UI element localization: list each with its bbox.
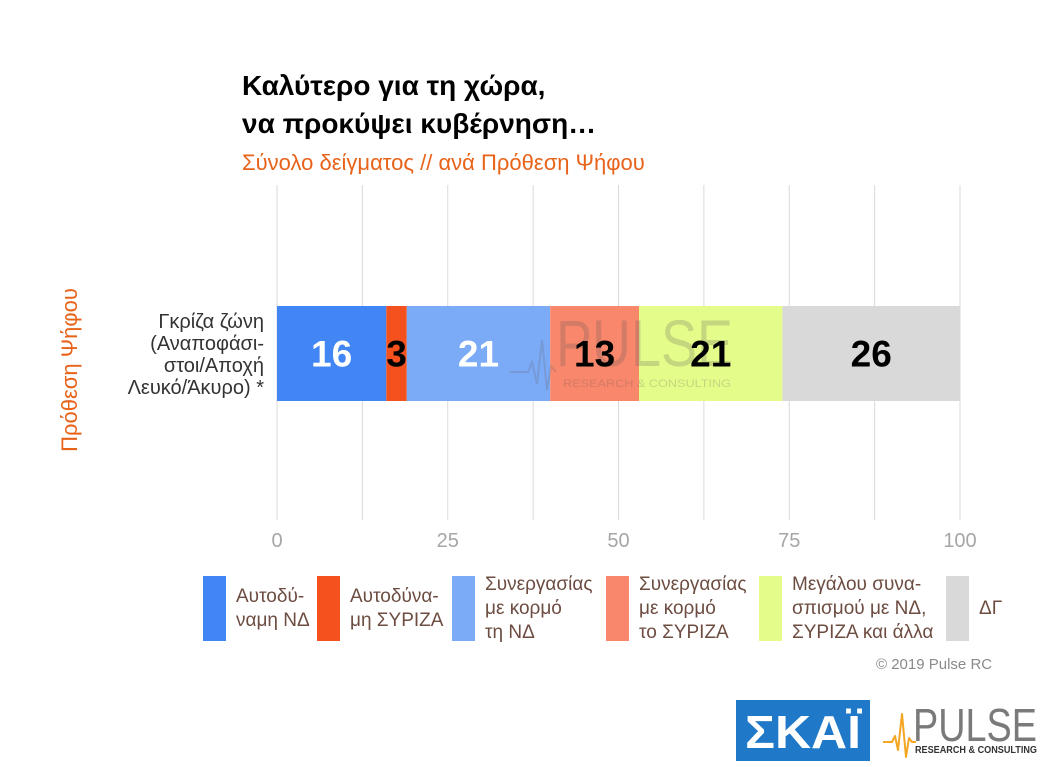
bar-layer <box>277 306 960 401</box>
category-label-line: στοι/Αποχή <box>163 355 264 377</box>
legend-label-line: σπισμού με ΝΔ, <box>792 597 927 619</box>
legend-label-line: ΣΥΡΙΖΑ και άλλα <box>792 621 934 643</box>
chart-title-line: Καλύτερο για τη χώρα, <box>242 70 546 101</box>
bar-segment <box>277 306 387 401</box>
x-tick-label: 50 <box>607 530 629 552</box>
legend-swatch <box>606 576 629 641</box>
skai-logo: ΣΚΑΪ <box>736 700 870 761</box>
data-label: 21 <box>458 334 499 375</box>
legend-swatch <box>317 576 340 641</box>
legend-label: Αυτοδύνα- μη ΣΥΡΙΖΑ <box>350 585 443 633</box>
legend-label: Συνεργασίας με κορμό τη ΝΔ <box>485 573 593 645</box>
chart-subtitle: Σύνολο δείγματος // ανά Πρόθεση Ψήφου <box>242 150 645 175</box>
chart-title-line: να προκύψει κυβέρνηση… <box>242 108 597 139</box>
category-label-line: Γκρίζα ζώνη <box>158 311 264 333</box>
legend-label-line: Συνεργασίας <box>485 573 593 595</box>
x-tick-label: 0 <box>271 530 282 552</box>
legend-label-line: Αυτοδύ- <box>236 585 305 607</box>
pulse-logo-tagline: RESEARCH & CONSULTING <box>915 745 1037 756</box>
x-tick-label: 75 <box>778 530 800 552</box>
pulse-logo-name: PULSE <box>913 700 1037 751</box>
legend-label-line: με κορμό <box>639 597 716 619</box>
legend-label-line: το ΣΥΡΙΖΑ <box>639 621 729 643</box>
legend-label-line: τη ΝΔ <box>485 621 535 643</box>
legend-label: ΔΓ <box>979 597 1002 621</box>
category-label-line: (Αναποφάσι- <box>150 333 264 355</box>
data-label: 21 <box>690 334 731 375</box>
legend-label: Μεγάλου συνα- σπισμού με ΝΔ, ΣΥΡΙΖΑ και … <box>792 573 933 645</box>
category-label-line: Λευκό/Άκυρο) * <box>127 377 264 399</box>
legend-label-line: Μεγάλου συνα- <box>792 573 922 595</box>
legend-item-synergasia-syriza: Συνεργασίας με κορμό το ΣΥΡΙΖΑ <box>606 574 747 643</box>
legend-label-line: Αυτοδύνα- <box>350 585 439 607</box>
watermark-name: PULSE <box>556 306 733 380</box>
pulse-watermark: PULSE RESEARCH & CONSULTING <box>510 306 733 391</box>
copyright-notice: © 2019 Pulse RC <box>876 656 993 673</box>
legend-item-dg: ΔΓ <box>946 576 1002 641</box>
data-label: 3 <box>386 334 407 375</box>
skai-logo-text: ΣΚΑΪ <box>745 706 862 758</box>
category-label: Γκρίζα ζώνη (Αναποφάσι- στοι/Αποχή Λευκό… <box>100 311 264 399</box>
watermark-tagline: RESEARCH & CONSULTING <box>563 378 731 390</box>
legend-item-synergasia-nd: Συνεργασίας με κορμό τη ΝΔ <box>452 574 593 643</box>
legend-swatch <box>203 576 226 641</box>
data-label: 13 <box>574 334 615 375</box>
legend-label-line: μη ΣΥΡΙΖΑ <box>350 609 444 631</box>
legend-label-line: ΔΓ <box>979 597 1003 619</box>
legend-item-autodynami-nd: Αυτοδύ- ναμη ΝΔ <box>203 576 310 641</box>
x-tick-label: 25 <box>437 530 459 552</box>
x-axis-ticks: 0 25 50 75 100 <box>271 530 976 552</box>
heartbeat-icon <box>883 713 916 758</box>
legend-label: Αυτοδύ- ναμη ΝΔ <box>236 585 310 633</box>
pulse-logo: PULSE RESEARCH & CONSULTING <box>880 700 1042 762</box>
legend-label: Συνεργασίας με κορμό το ΣΥΡΙΖΑ <box>639 573 747 645</box>
data-label: 16 <box>311 334 352 375</box>
legend-swatch <box>452 576 475 641</box>
bar-segment <box>550 306 639 401</box>
bar-segment <box>638 306 783 401</box>
data-label: 26 <box>851 334 892 375</box>
chart-title: Καλύτερο για τη χώρα, να προκύψει κυβέρν… <box>242 67 596 143</box>
legend-item-autodynami-syriza: Αυτοδύνα- μη ΣΥΡΙΖΑ <box>317 576 443 641</box>
legend-swatch <box>946 576 969 641</box>
x-tick-label: 100 <box>943 530 976 552</box>
legend-label-line: με κορμό <box>485 597 562 619</box>
bar-segment <box>406 306 551 401</box>
legend-label-line: Συνεργασίας <box>639 573 747 595</box>
legend-label-line: ναμη ΝΔ <box>236 609 310 631</box>
bar-segment <box>782 306 960 401</box>
data-label-layer: 16 3 21 13 21 26 <box>311 334 892 375</box>
legend-swatch <box>759 576 782 641</box>
bar-segment <box>386 306 407 401</box>
legend-item-megalos-synaspismos: Μεγάλου συνα- σπισμού με ΝΔ, ΣΥΡΙΖΑ και … <box>759 574 933 643</box>
heartbeat-icon <box>510 339 557 391</box>
y-axis-label: Πρόθεση Ψήφου <box>57 288 82 452</box>
